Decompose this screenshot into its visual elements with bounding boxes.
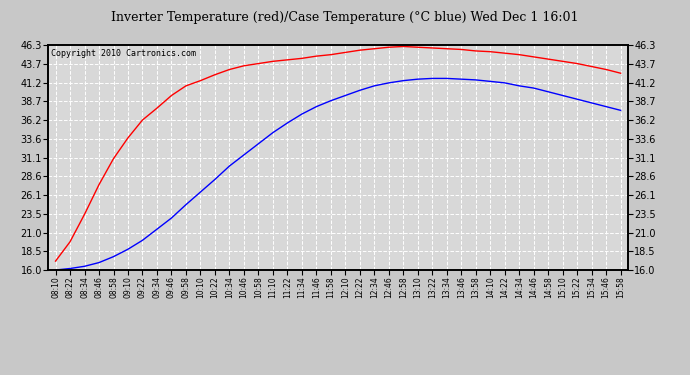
Text: Inverter Temperature (red)/Case Temperature (°C blue) Wed Dec 1 16:01: Inverter Temperature (red)/Case Temperat… bbox=[111, 11, 579, 24]
Text: Copyright 2010 Cartronics.com: Copyright 2010 Cartronics.com bbox=[51, 50, 196, 58]
